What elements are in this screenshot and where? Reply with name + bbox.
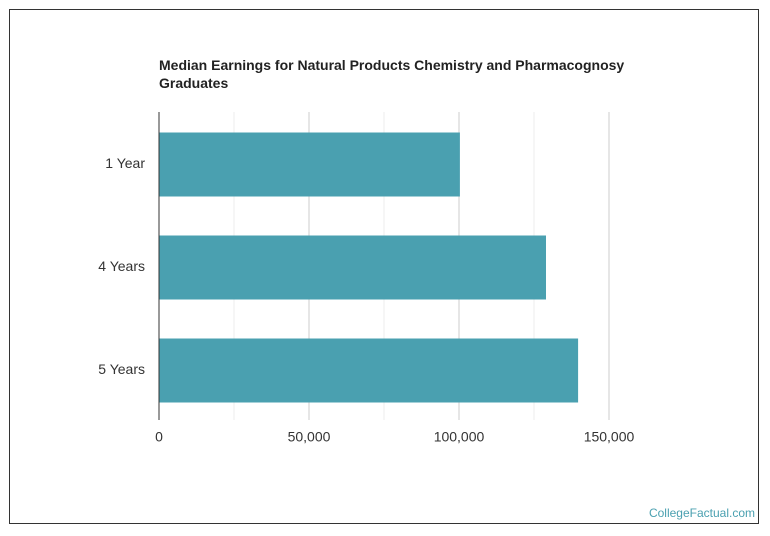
x-tick-label: 50,000 <box>288 429 331 445</box>
source-link[interactable]: CollegeFactual.com <box>648 506 755 520</box>
chart-frame <box>9 9 759 524</box>
y-tick-label: 1 Year <box>105 155 145 171</box>
y-tick-label: 5 Years <box>98 361 145 377</box>
x-tick-label: 100,000 <box>434 429 485 445</box>
chart-title: Median Earnings for Natural Products Che… <box>159 57 625 91</box>
bar <box>159 132 460 197</box>
x-tick-label: 150,000 <box>584 429 635 445</box>
y-tick-label: 4 Years <box>98 258 145 274</box>
x-tick-label: 0 <box>155 429 163 445</box>
bar <box>159 338 579 403</box>
bar <box>159 235 546 300</box>
